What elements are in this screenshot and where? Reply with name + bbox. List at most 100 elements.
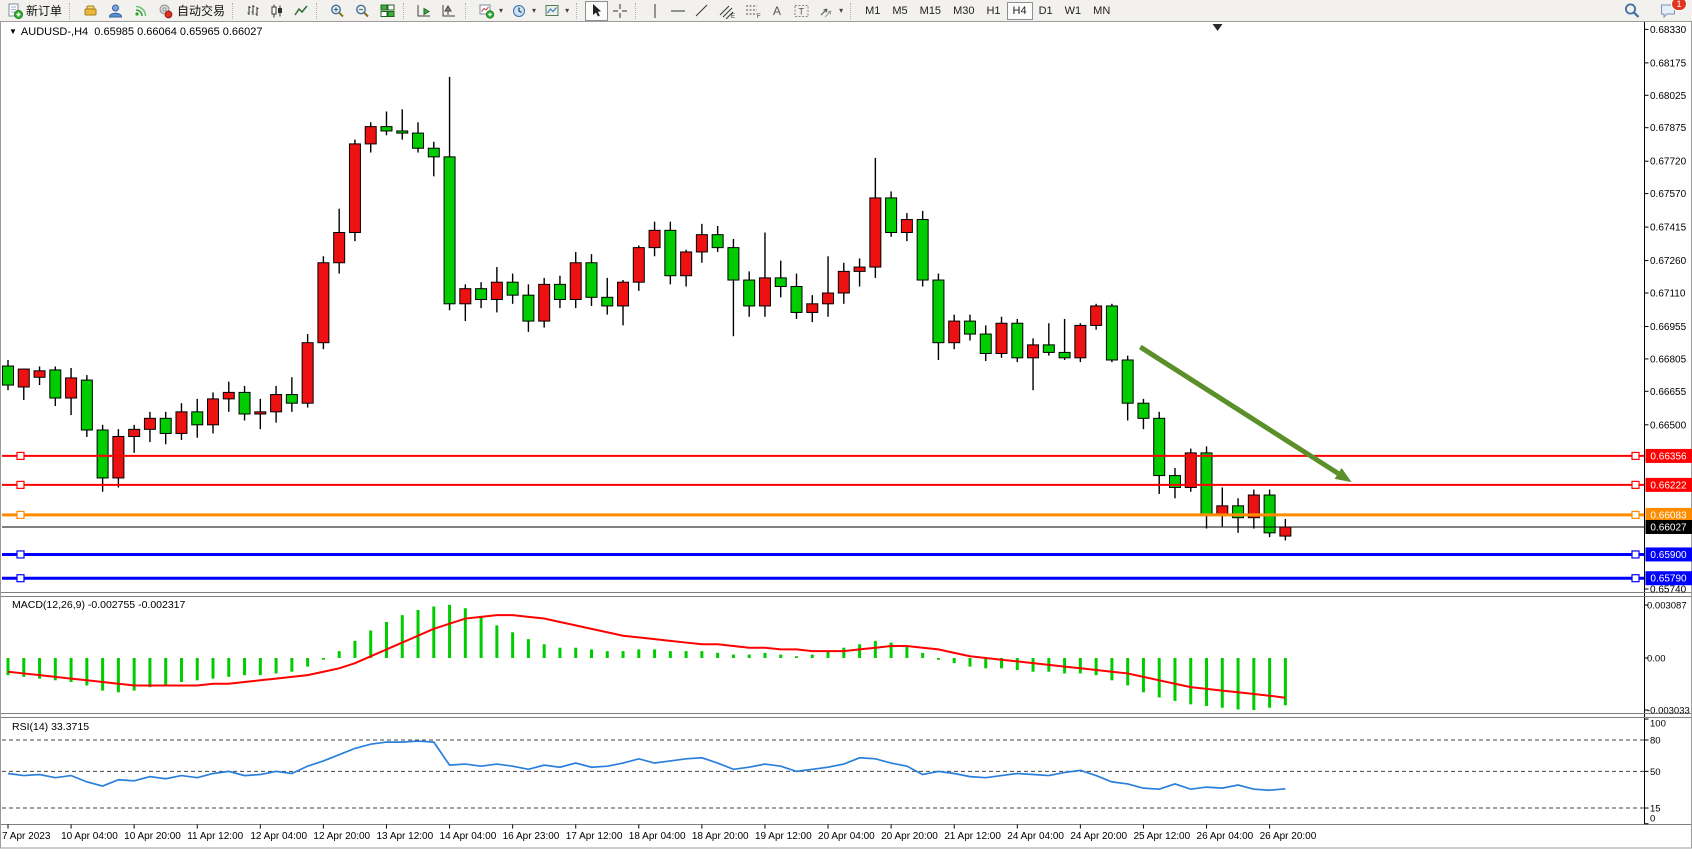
cursor-tool-button[interactable] bbox=[585, 1, 608, 21]
svg-text:13 Apr 12:00: 13 Apr 12:00 bbox=[376, 831, 433, 842]
svg-text:24 Apr 20:00: 24 Apr 20:00 bbox=[1070, 831, 1127, 842]
svg-text:0.68175: 0.68175 bbox=[1650, 58, 1687, 69]
svg-text:0.67415: 0.67415 bbox=[1650, 223, 1687, 234]
svg-text:0.67110: 0.67110 bbox=[1650, 289, 1686, 300]
svg-text:20 Apr 04:00: 20 Apr 04:00 bbox=[818, 831, 875, 842]
chat-notification-badge: 1 bbox=[1671, 0, 1687, 11]
deposit-button[interactable] bbox=[78, 1, 103, 21]
fibonacci-tool-button[interactable]: F bbox=[740, 1, 766, 21]
svg-text:E: E bbox=[731, 14, 735, 19]
timeframe-h1[interactable]: H1 bbox=[980, 2, 1006, 20]
horizontal-line-tool-button[interactable] bbox=[666, 1, 690, 21]
new-order-label: 新订单 bbox=[26, 2, 62, 19]
periods-button[interactable]: ▾ bbox=[507, 1, 540, 21]
svg-text:24 Apr 04:00: 24 Apr 04:00 bbox=[1007, 831, 1064, 842]
templates-button[interactable]: ▾ bbox=[540, 1, 573, 21]
svg-text:0: 0 bbox=[1650, 814, 1655, 825]
svg-text:21 Apr 12:00: 21 Apr 12:00 bbox=[944, 831, 1001, 842]
svg-text:0.68025: 0.68025 bbox=[1650, 91, 1687, 102]
new-order-button[interactable]: 新订单 bbox=[3, 1, 66, 21]
arrows-tool-button[interactable]: ▾ bbox=[814, 1, 847, 21]
signal-waves-icon bbox=[132, 3, 149, 19]
svg-text:0.66222: 0.66222 bbox=[1650, 480, 1687, 491]
svg-text:11 Apr 12:00: 11 Apr 12:00 bbox=[187, 831, 243, 842]
timeframe-m15[interactable]: M15 bbox=[914, 2, 947, 20]
horizontal-line-icon bbox=[670, 3, 686, 19]
candlestick-chart-icon bbox=[269, 3, 285, 19]
auto-scroll-icon bbox=[416, 3, 433, 19]
main-toolbar: 新订单 自动交易 bbox=[0, 0, 1692, 22]
svg-text:12 Apr 04:00: 12 Apr 04:00 bbox=[250, 831, 307, 842]
rsi-indicator-label: RSI(14) 33.3715 bbox=[12, 721, 89, 733]
svg-text:20 Apr 20:00: 20 Apr 20:00 bbox=[881, 831, 938, 842]
trendline-tool-button[interactable] bbox=[690, 1, 714, 21]
zoom-out-button[interactable] bbox=[350, 1, 375, 21]
indicators-button[interactable]: ▾ bbox=[474, 1, 507, 21]
symbol-collapse-icon[interactable]: ▼ bbox=[9, 27, 17, 36]
equidistant-channel-icon: E bbox=[718, 3, 736, 19]
timeframe-m1[interactable]: M1 bbox=[859, 2, 886, 20]
dropdown-caret-icon: ▾ bbox=[839, 6, 843, 15]
dropdown-caret-icon: ▾ bbox=[532, 6, 536, 15]
svg-text:A: A bbox=[773, 4, 781, 18]
toolbar-separator bbox=[576, 3, 581, 19]
svg-text:0.66805: 0.66805 bbox=[1650, 354, 1687, 365]
crosshair-icon bbox=[612, 3, 628, 19]
tile-windows-button[interactable] bbox=[375, 1, 400, 21]
svg-text:0.67720: 0.67720 bbox=[1650, 157, 1687, 168]
trendline-icon bbox=[694, 3, 710, 19]
symbol-title: ▼AUDUSD-,H4 0.65985 0.66064 0.65965 0.66… bbox=[9, 26, 263, 38]
text-icon: A bbox=[770, 3, 785, 19]
timeframe-mn[interactable]: MN bbox=[1087, 2, 1116, 20]
label-tool-button[interactable]: T bbox=[789, 1, 814, 21]
crosshair-tool-button[interactable] bbox=[608, 1, 632, 21]
bars-chart-button[interactable] bbox=[241, 1, 265, 21]
svg-text:19 Apr 12:00: 19 Apr 12:00 bbox=[755, 831, 812, 842]
svg-text:7 Apr 2023: 7 Apr 2023 bbox=[2, 831, 51, 842]
channel-tool-button[interactable]: E bbox=[714, 1, 740, 21]
signals-button[interactable] bbox=[128, 1, 153, 21]
line-chart-button[interactable] bbox=[289, 1, 313, 21]
svg-text:0.66083: 0.66083 bbox=[1650, 510, 1687, 521]
timeframe-d1[interactable]: D1 bbox=[1033, 2, 1059, 20]
text-tool-button[interactable]: A bbox=[766, 1, 789, 21]
svg-text:0.67260: 0.67260 bbox=[1650, 256, 1687, 267]
dropdown-caret-icon: ▾ bbox=[565, 6, 569, 15]
toolbar-separator bbox=[232, 3, 237, 19]
timeframe-m5[interactable]: M5 bbox=[886, 2, 913, 20]
bars-chart-icon bbox=[245, 3, 261, 19]
clock-icon bbox=[511, 3, 528, 19]
svg-text:0.66655: 0.66655 bbox=[1650, 387, 1687, 398]
auto-scroll-button[interactable] bbox=[412, 1, 437, 21]
timeframe-w1[interactable]: W1 bbox=[1059, 2, 1088, 20]
gold-icon bbox=[82, 3, 99, 19]
zoom-out-icon bbox=[354, 3, 371, 19]
toolbar-separator bbox=[316, 3, 321, 19]
svg-text:0.65790: 0.65790 bbox=[1650, 574, 1687, 585]
chat-button[interactable]: 1 bbox=[1655, 1, 1681, 21]
svg-text:0.66955: 0.66955 bbox=[1650, 322, 1687, 333]
svg-text:F: F bbox=[757, 14, 761, 19]
fibonacci-icon: F bbox=[744, 3, 762, 19]
svg-text:16 Apr 23:00: 16 Apr 23:00 bbox=[503, 831, 560, 842]
svg-text:0.00: 0.00 bbox=[1647, 654, 1666, 665]
vertical-line-tool-button[interactable] bbox=[644, 1, 666, 21]
zoom-in-button[interactable] bbox=[325, 1, 350, 21]
timeframe-m30[interactable]: M30 bbox=[947, 2, 980, 20]
timeframe-h4[interactable]: H4 bbox=[1007, 2, 1033, 20]
community-button[interactable] bbox=[103, 1, 128, 21]
svg-text:18 Apr 04:00: 18 Apr 04:00 bbox=[629, 831, 686, 842]
autotrade-button[interactable]: 自动交易 bbox=[153, 1, 229, 21]
svg-text:50: 50 bbox=[1650, 767, 1661, 778]
candles-chart-button[interactable] bbox=[265, 1, 289, 21]
search-button[interactable] bbox=[1619, 1, 1645, 21]
cursor-icon bbox=[589, 3, 604, 18]
svg-text:0.66500: 0.66500 bbox=[1650, 420, 1687, 431]
chart-shift-button[interactable] bbox=[437, 1, 462, 21]
svg-text:26 Apr 04:00: 26 Apr 04:00 bbox=[1197, 831, 1254, 842]
svg-text:100: 100 bbox=[1650, 719, 1666, 730]
template-icon bbox=[544, 3, 561, 19]
svg-text:0.66356: 0.66356 bbox=[1650, 451, 1687, 462]
